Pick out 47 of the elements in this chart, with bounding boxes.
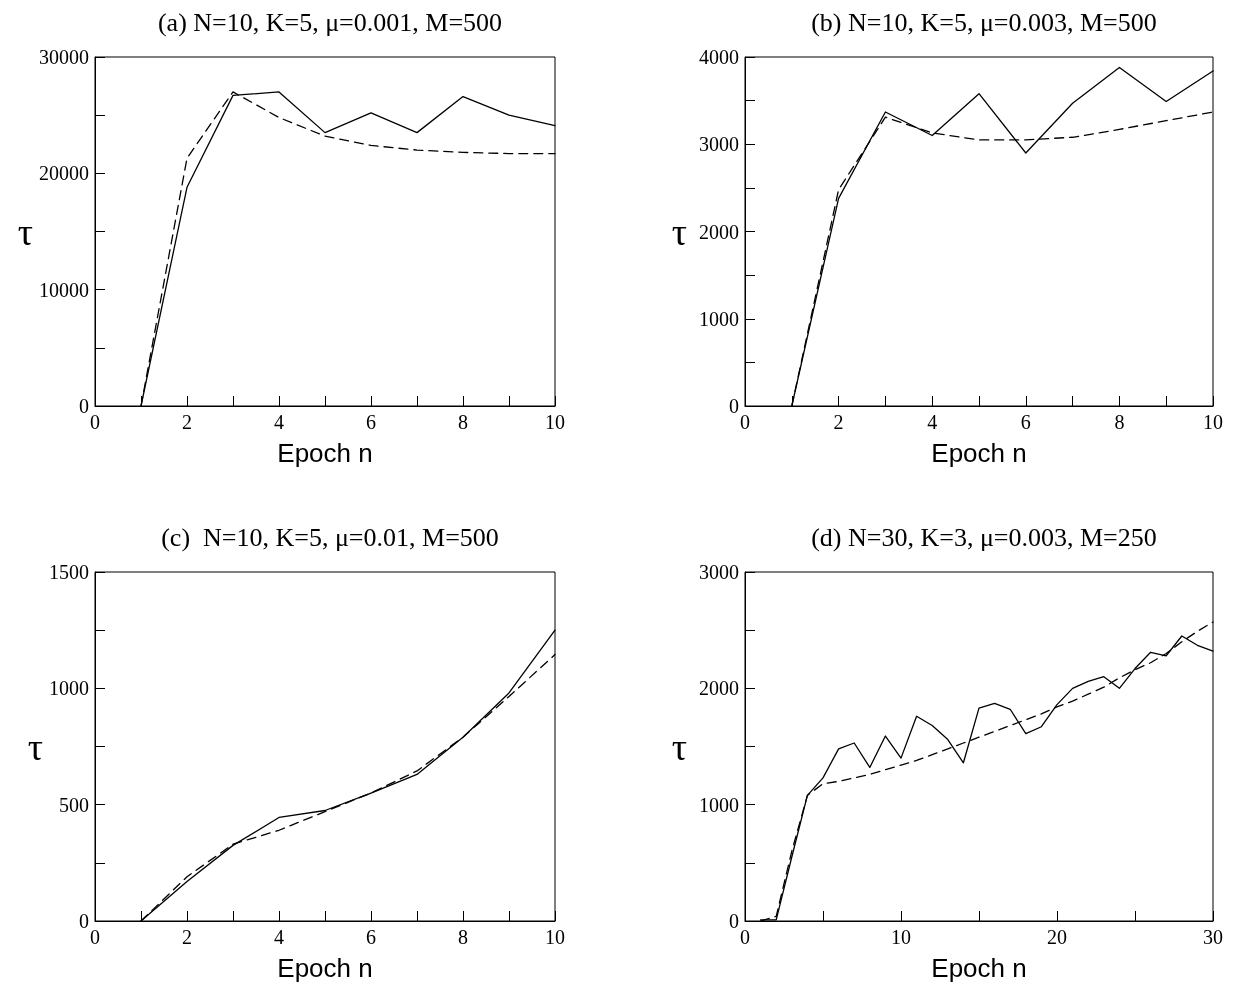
chart-title: (d) N=30, K=3, μ=0.003, M=250 [811, 522, 1157, 552]
x-tick-label: 2 [182, 926, 192, 948]
x-tick-label: 2 [182, 411, 192, 433]
y-tick-label: 0 [729, 395, 739, 417]
x-tick-label: 10 [545, 411, 565, 433]
y-tick-label: 30000 [39, 46, 89, 68]
chart-title: (c) N=10, K=5, μ=0.01, M=500 [161, 522, 499, 552]
y-tick-label: 1500 [49, 561, 89, 583]
y-tick-label: 1000 [699, 793, 739, 816]
x-tick-label: 10 [545, 926, 565, 948]
x-tick-label: 30 [1203, 926, 1223, 948]
x-tick-label: 6 [366, 411, 376, 433]
x-tick-label: 4 [274, 411, 284, 433]
y-tick-label: 20000 [39, 162, 89, 185]
y-tick-label: 0 [79, 395, 89, 417]
x-tick-label: 6 [366, 926, 376, 948]
x-tick-label: 8 [458, 926, 468, 948]
x-tick-label: 4 [927, 411, 938, 433]
y-axis-title: τ [27, 725, 44, 768]
y-axis-title: τ [17, 210, 34, 253]
y-tick-label: 4000 [699, 46, 739, 68]
chart-title: (b) N=10, K=5, μ=0.003, M=500 [811, 7, 1157, 37]
x-tick-label: 8 [458, 411, 468, 433]
y-tick-label: 1000 [49, 677, 89, 700]
y-tick-label: 0 [79, 910, 89, 932]
y-tick-label: 2000 [699, 677, 739, 700]
x-axis-title: Epoch n [277, 953, 373, 983]
x-tick-label: 4 [274, 926, 284, 948]
y-axis-title: τ [671, 210, 687, 253]
x-tick-label: 8 [1114, 411, 1125, 433]
x-tick-label: 20 [1047, 926, 1067, 948]
y-tick-label: 10000 [39, 278, 89, 301]
y-tick-label: 0 [729, 910, 739, 932]
y-axis-title: τ [671, 725, 687, 768]
y-tick-label: 3000 [699, 561, 739, 583]
x-tick-label: 6 [1020, 411, 1031, 433]
y-tick-label: 500 [59, 793, 89, 816]
x-axis-title: Epoch n [931, 438, 1027, 468]
x-tick-label: 10 [891, 926, 911, 948]
x-axis-title: Epoch n [931, 953, 1027, 983]
x-axis-title: Epoch n [277, 438, 373, 468]
y-tick-label: 1000 [699, 307, 739, 330]
y-tick-label: 3000 [699, 133, 739, 156]
y-tick-label: 2000 [699, 220, 739, 243]
chart-title: (a) N=10, K=5, μ=0.001, M=500 [157, 7, 503, 37]
x-tick-label: 2 [833, 411, 844, 433]
x-tick-label: 10 [1203, 411, 1223, 433]
